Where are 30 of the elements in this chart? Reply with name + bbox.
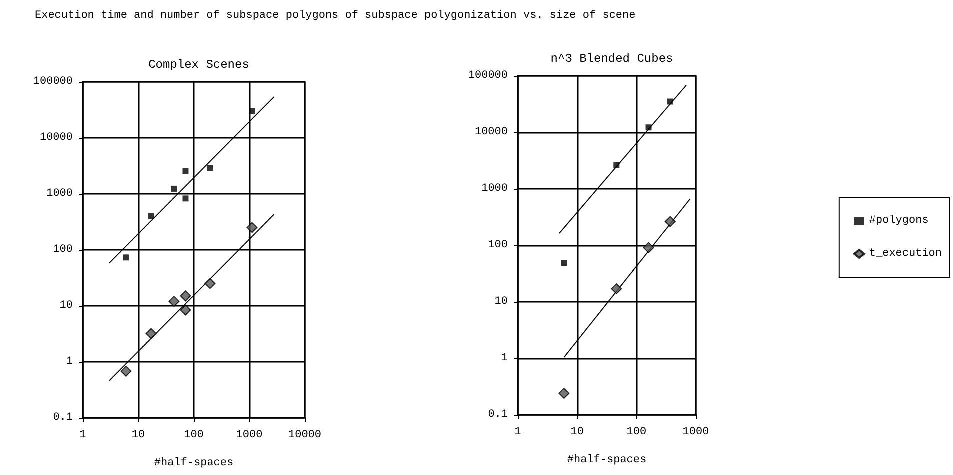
y-tick-label: 100000 [33,76,73,88]
y-tick-label: 100 [488,240,508,252]
legend-label: #polygons [869,215,929,227]
text: Execution time and number of subspace polygons of subspace polygonization vs. size of scene [35,10,636,22]
x-axis-title: #half-spaces [154,458,234,470]
y-tick-label: 10000 [40,132,73,144]
y-tick-label: 1 [501,352,508,364]
x-tick-label: 10 [570,426,584,438]
x-tick-label: 100 [184,430,204,442]
y-tick-label: 1000 [482,183,508,195]
y-tick-label: 100000 [468,70,508,82]
y-tick-label: 0.1 [488,409,508,421]
y-tick-label: 100 [53,244,73,256]
x-tick-label: 1000 [682,426,710,438]
y-tick-label: 10000 [474,126,508,138]
x-tick-label: 100 [626,426,647,438]
chart-title: Complex Scenes [148,58,250,72]
x-tick-label: 10 [132,430,146,442]
x-tick-label: 1 [80,430,87,442]
legend-label: t_execution [869,248,942,260]
x-tick-label: 10000 [288,430,322,442]
y-tick-label: 1 [66,356,74,368]
y-tick-label: 1000 [46,188,73,200]
chart-title: n^3 Blended Cubes [550,52,674,66]
x-tick-label: 1 [514,426,522,438]
y-tick-label: 10 [494,296,508,308]
y-tick-label: 0.1 [53,412,74,424]
x-axis-title: #half-spaces [567,454,647,466]
y-tick-label: 10 [60,300,73,312]
x-tick-label: 1000 [236,430,263,442]
